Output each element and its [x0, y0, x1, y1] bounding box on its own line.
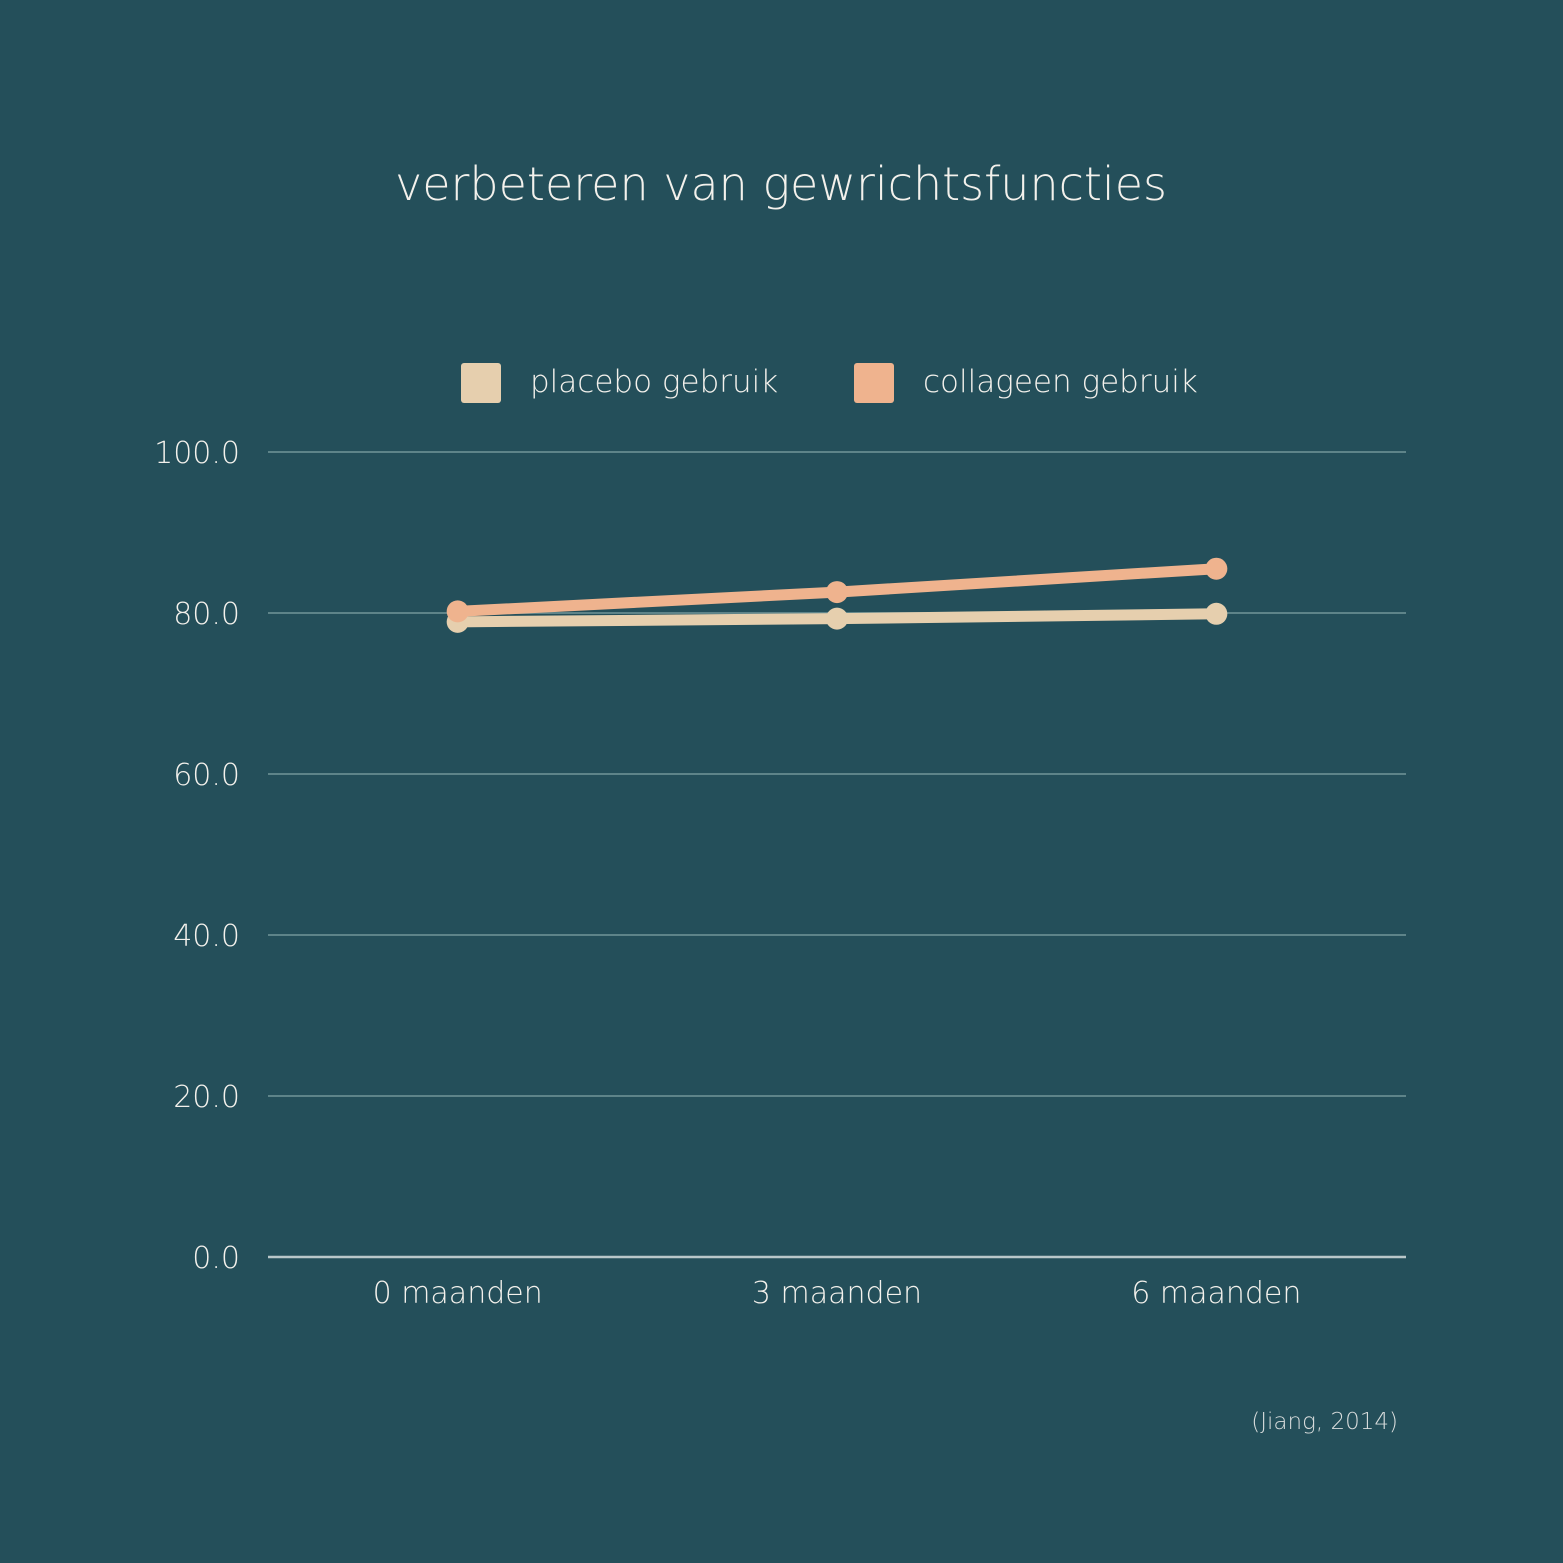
data-point: [826, 607, 848, 630]
y-tick-label: 40.0: [173, 919, 240, 954]
legend-label: placebo gebruik: [530, 364, 778, 400]
y-tick-label: 80.0: [173, 597, 240, 632]
legend-swatch: [854, 363, 894, 403]
data-point: [1205, 602, 1228, 625]
data-point: [1205, 557, 1228, 580]
y-tick-label: 0.0: [192, 1241, 240, 1276]
data-point: [826, 581, 848, 604]
x-tick-label: 6 maanden: [1131, 1276, 1301, 1311]
legend-label: collageen gebruik: [923, 364, 1198, 400]
x-tick-label: 0 maanden: [373, 1276, 543, 1311]
legend-swatch: [461, 363, 501, 403]
source-citation: (Jiang, 2014): [1251, 1409, 1398, 1435]
y-tick-label: 20.0: [173, 1080, 240, 1115]
y-tick-label: 60.0: [173, 758, 240, 793]
y-tick-label: 100.0: [154, 436, 240, 471]
data-point: [446, 600, 469, 623]
chart-title: verbeteren van gewrichtsfuncties: [395, 157, 1167, 211]
x-tick-label: 3 maanden: [752, 1276, 922, 1311]
